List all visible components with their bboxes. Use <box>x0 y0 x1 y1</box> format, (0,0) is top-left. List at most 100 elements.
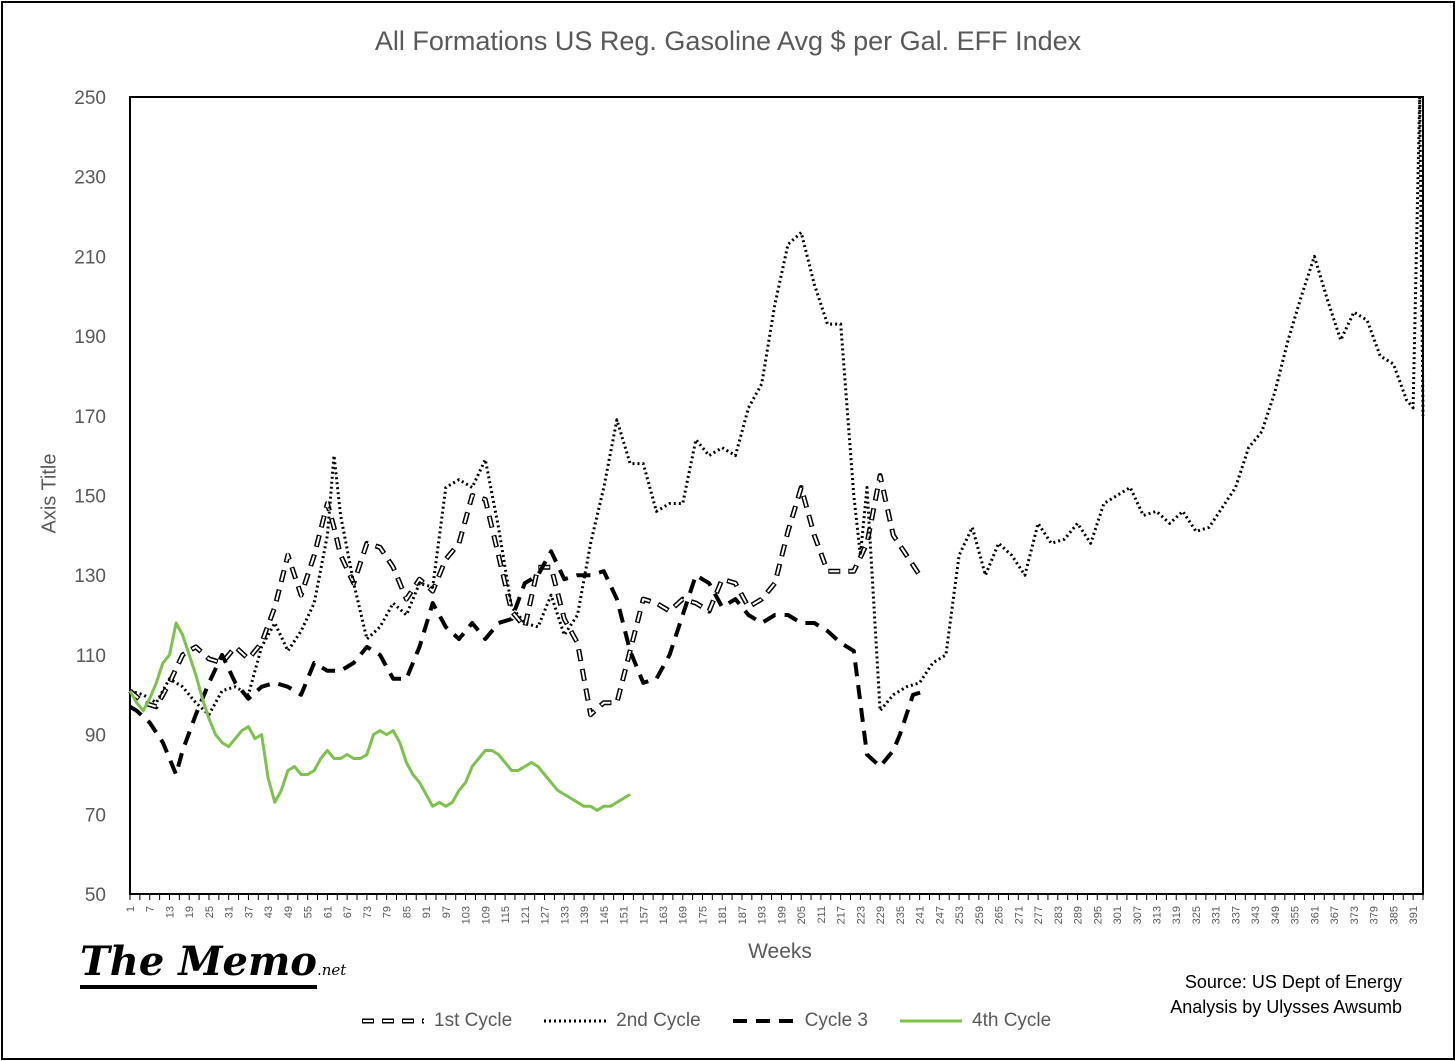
y-tick-label: 110 <box>76 646 106 667</box>
x-tick-label: 289 <box>1073 906 1085 924</box>
x-tick-label: 313 <box>1152 906 1164 924</box>
x-tick-label: 247 <box>934 906 946 924</box>
x-tick-label: 241 <box>915 906 927 924</box>
y-tick-label: 150 <box>74 487 106 508</box>
x-tick-label: 373 <box>1349 906 1361 924</box>
x-tick-label: 181 <box>717 906 729 924</box>
chart-title: All Formations US Reg. Gasoline Avg $ pe… <box>374 26 1082 56</box>
x-tick-label: 223 <box>855 906 867 924</box>
series-line-1st-cycle <box>128 473 922 718</box>
x-tick-label: 91 <box>421 906 433 918</box>
x-tick-label: 109 <box>480 906 492 924</box>
x-tick-label: 379 <box>1369 906 1381 924</box>
x-tick-label: 391 <box>1408 906 1420 924</box>
x-tick-label: 7 <box>145 906 157 912</box>
legend-item: 4th Cycle <box>898 1010 1051 1032</box>
x-tick-label: 139 <box>579 906 591 924</box>
x-axis-label: Weeks <box>748 940 812 963</box>
legend-swatch <box>900 1019 962 1023</box>
logo-sub-text: .net <box>316 961 347 979</box>
y-axis-label: Axis Title <box>38 453 61 534</box>
x-tick-label: 19 <box>184 906 196 918</box>
x-tick-label: 43 <box>263 906 275 918</box>
y-tick-label: 230 <box>74 168 106 189</box>
y-tick-label: 250 <box>74 88 106 109</box>
series-line-2nd-cycle <box>129 95 1425 717</box>
x-tick-label: 151 <box>619 906 631 924</box>
x-tick-label: 67 <box>342 906 354 918</box>
legend-item: 2nd Cycle <box>542 1010 701 1032</box>
x-tick-label: 265 <box>994 906 1006 924</box>
x-tick-label: 259 <box>974 906 986 924</box>
x-tick-label: 61 <box>322 906 334 918</box>
plot-area <box>129 96 1424 895</box>
x-tick-label: 295 <box>1092 906 1104 924</box>
y-tick-label: 50 <box>85 885 106 906</box>
x-tick-label: 217 <box>836 906 848 924</box>
x-tick-label: 1 <box>125 906 137 912</box>
x-tick-label: 145 <box>599 906 611 924</box>
x-tick-label: 301 <box>1112 906 1124 924</box>
x-tick-label: 325 <box>1191 906 1203 924</box>
the-memo-logo: The Memo.net <box>80 938 347 989</box>
x-tick-label: 193 <box>757 906 769 924</box>
x-tick-label: 163 <box>658 906 670 924</box>
x-tick-label: 31 <box>224 906 236 918</box>
x-tick-label: 199 <box>776 906 788 924</box>
x-tick-label: 229 <box>875 906 887 924</box>
x-tick-label: 331 <box>1211 906 1223 924</box>
x-tick-label: 271 <box>1013 906 1025 924</box>
y-tick-label: 190 <box>74 327 106 348</box>
y-tick-label: 170 <box>74 407 106 428</box>
logo-main-text: The Memo <box>80 938 317 989</box>
legend-item: Cycle 3 <box>731 1010 868 1032</box>
y-tick-label: 70 <box>85 805 106 826</box>
x-tick-label: 25 <box>204 906 216 918</box>
x-tick-label: 157 <box>638 906 650 924</box>
y-tick-label: 130 <box>74 566 106 587</box>
series-line-4th-cycle <box>128 621 631 812</box>
x-tick-label: 283 <box>1053 906 1065 924</box>
x-tick-label: 175 <box>697 906 709 924</box>
x-tick-label: 97 <box>441 906 453 918</box>
legend-label: 4th Cycle <box>972 1010 1052 1031</box>
series-line-cycle-3 <box>128 549 927 777</box>
legend-label: 2nd Cycle <box>616 1010 701 1031</box>
x-tick-label: 307 <box>1132 906 1144 924</box>
source-line-2: Analysis by Ulysses Awsumb <box>1170 997 1402 1017</box>
legend-label: Cycle 3 <box>804 1010 868 1031</box>
legend-label: 1st Cycle <box>434 1010 513 1031</box>
x-tick-label: 85 <box>401 906 413 918</box>
x-tick-label: 169 <box>678 906 690 924</box>
x-tick-label: 253 <box>954 906 966 924</box>
x-tick-label: 211 <box>816 906 828 924</box>
x-tick-label: 277 <box>1033 906 1045 924</box>
x-tick-label: 121 <box>520 906 532 924</box>
x-tick-label: 235 <box>895 906 907 924</box>
x-tick-label: 79 <box>382 906 394 918</box>
x-tick-label: 49 <box>283 906 295 918</box>
legend-item: 1st Cycle <box>360 1010 512 1032</box>
source-note: Source: US Dept of Energy Analysis by Ul… <box>1110 970 1402 1020</box>
x-tick-label: 55 <box>303 906 315 918</box>
source-line-1: Source: US Dept of Energy <box>1184 972 1402 992</box>
series-line-1st-cycle-inner <box>129 475 921 717</box>
x-tick-label: 385 <box>1388 906 1400 924</box>
legend-swatch <box>732 1019 795 1023</box>
x-tick-label: 103 <box>461 906 473 924</box>
x-tick-label: 133 <box>559 906 571 924</box>
x-tick-label: 337 <box>1230 906 1242 924</box>
y-tick-label: 90 <box>85 726 106 747</box>
chart-legend: 1st Cycle 2nd Cycle Cycle 3 4th Cycle <box>360 1010 1081 1032</box>
x-tick-label: 361 <box>1309 906 1321 924</box>
x-tick-label: 349 <box>1270 906 1282 924</box>
x-tick-label: 367 <box>1329 906 1341 924</box>
x-tick-label: 127 <box>540 906 552 924</box>
x-tick-label: 115 <box>500 906 512 924</box>
y-tick-label: 210 <box>74 247 106 268</box>
x-tick-label: 187 <box>737 906 749 924</box>
legend-swatch <box>544 1019 607 1023</box>
x-tick-label: 343 <box>1250 906 1262 924</box>
